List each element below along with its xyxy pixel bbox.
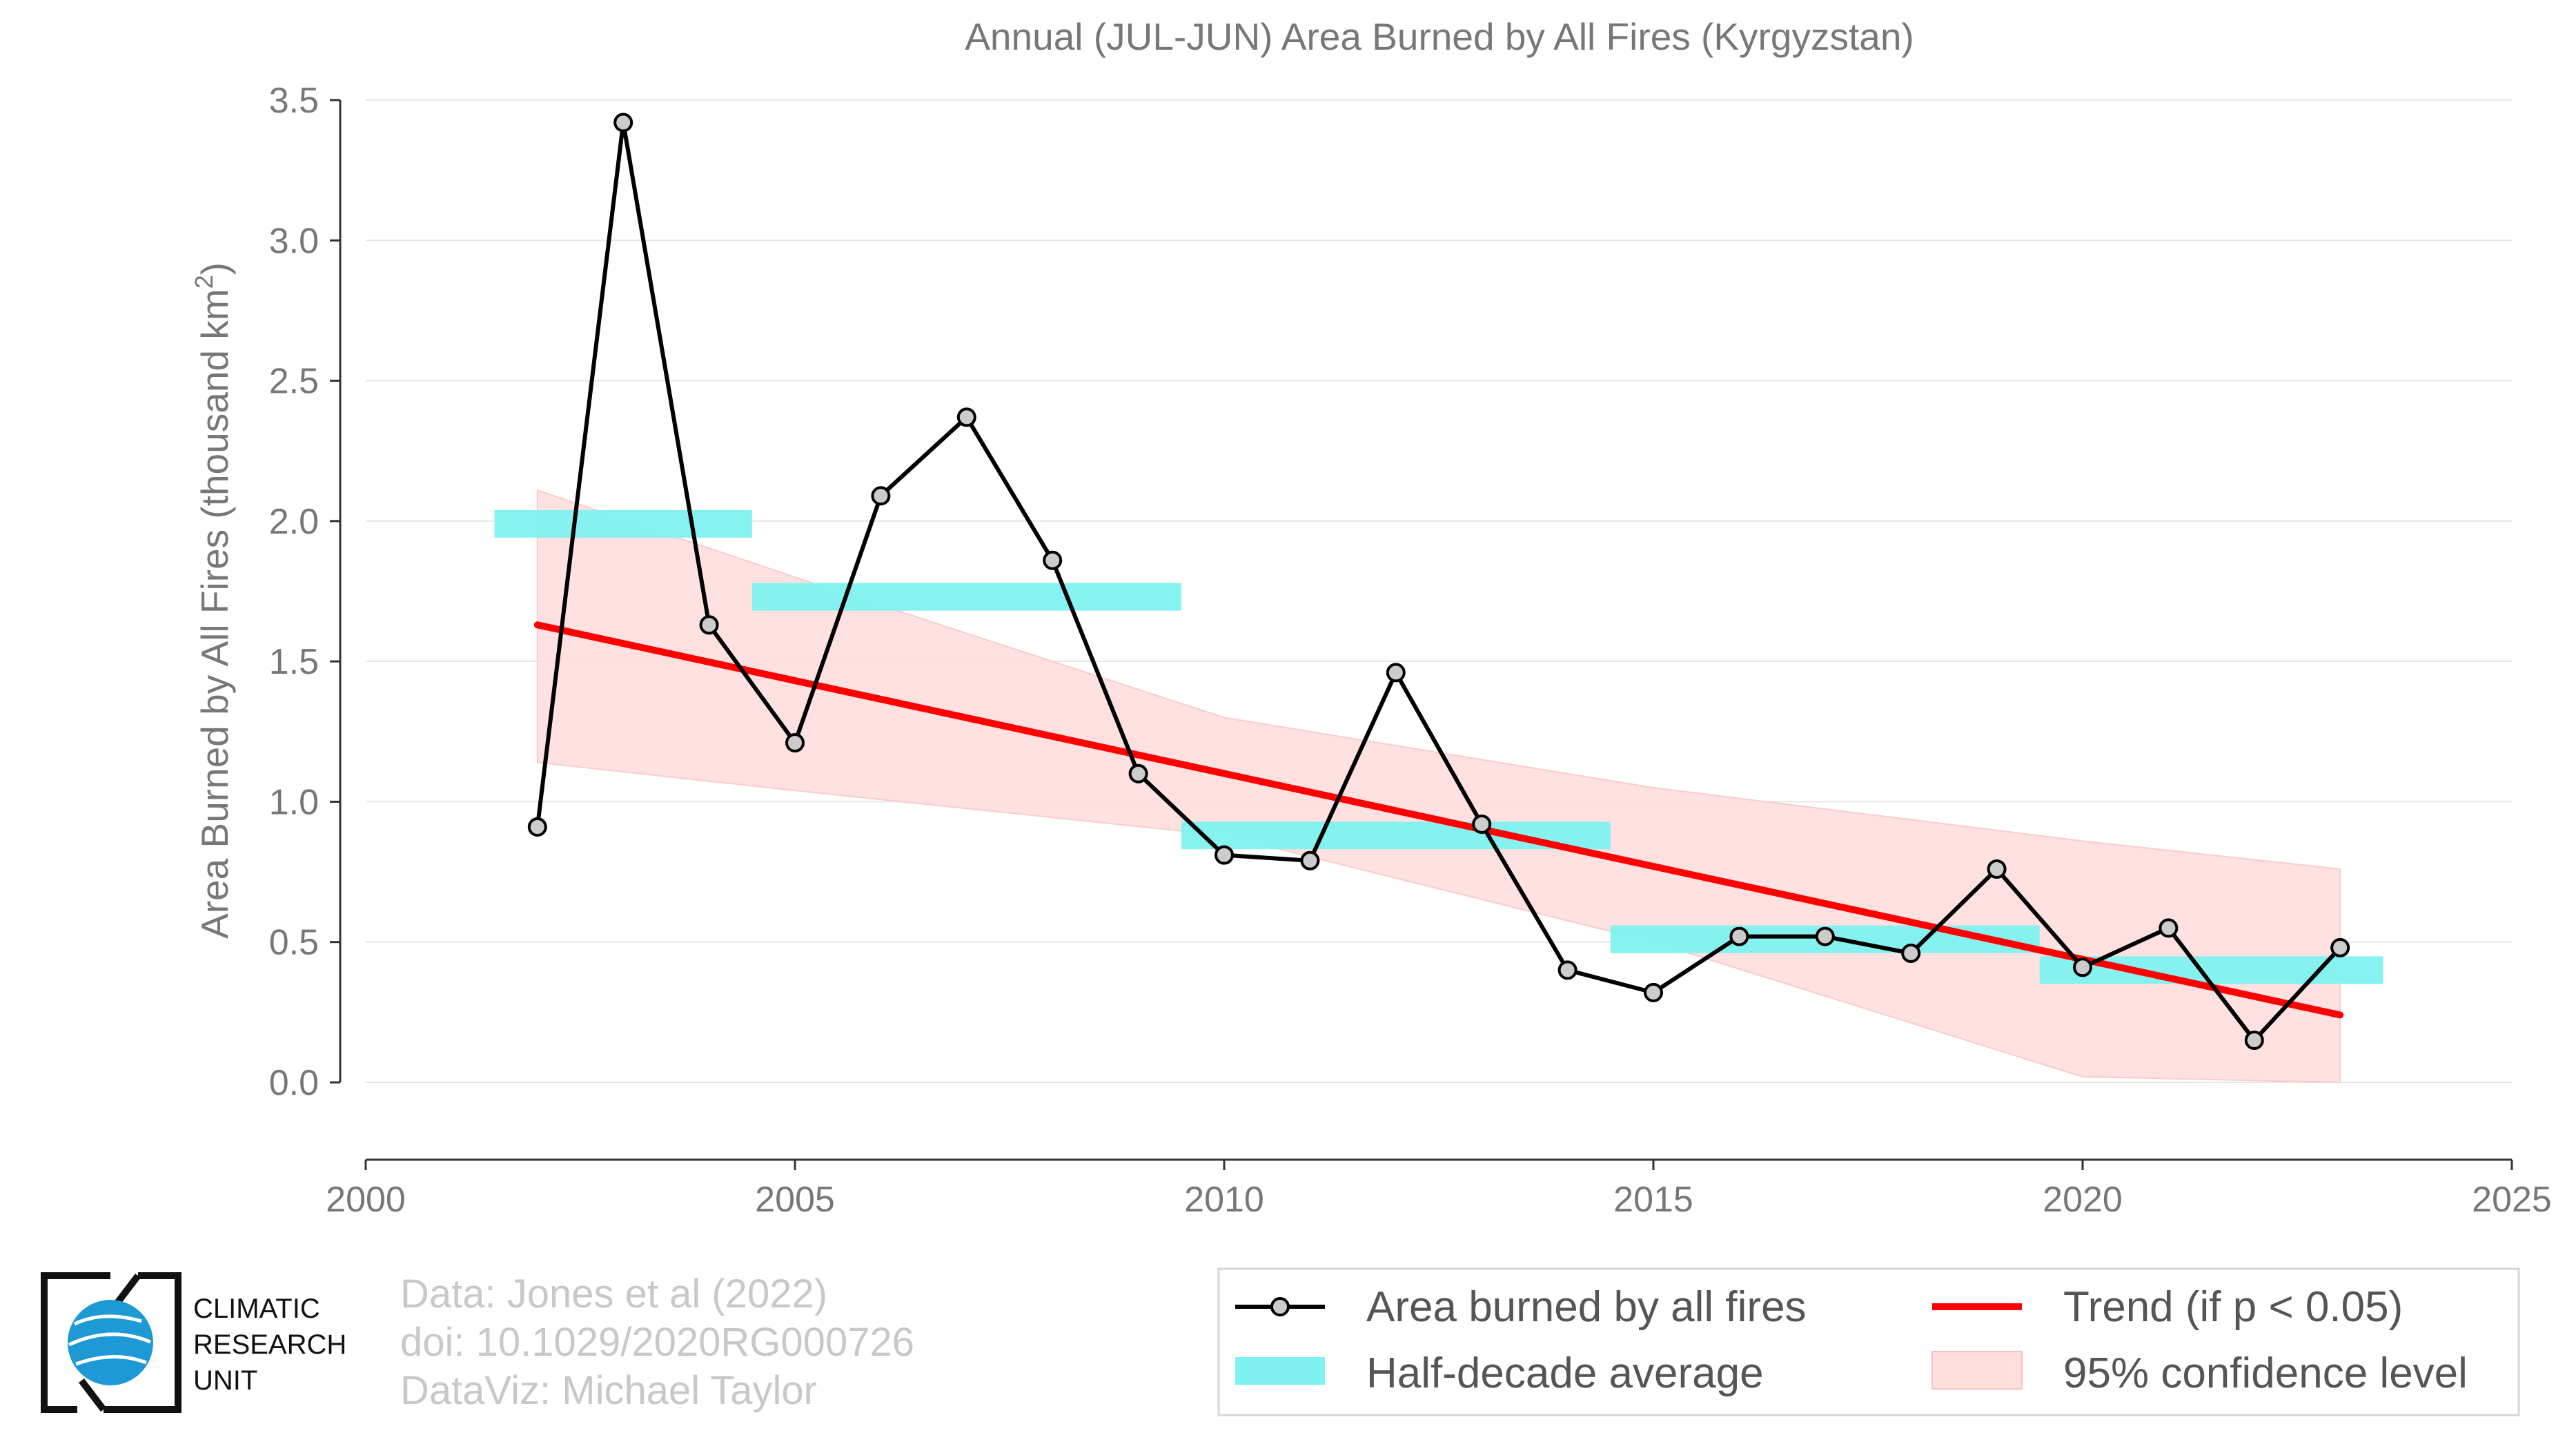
legend-label-half-decade: Half-decade average: [1366, 1350, 1764, 1397]
credit-data-source: Data: Jones et al (2022): [400, 1272, 828, 1316]
confidence-band-layer: [536, 489, 2341, 1084]
data-point: [1644, 982, 1663, 1002]
credit-doi: doi: 10.1029/2020RG000726: [400, 1320, 914, 1365]
data-point: [613, 113, 633, 133]
globe-icon: [68, 1300, 153, 1385]
legend-label-confidence: 95% confidence level: [2063, 1350, 2468, 1397]
logo-text-line2: RESEARCH: [193, 1330, 347, 1360]
data-point: [1300, 850, 1320, 870]
logo-bracket-left: [41, 1272, 110, 1413]
data-point: [2159, 918, 2179, 938]
legend: Area burned by all fires Half-decade ave…: [1217, 1267, 2520, 1416]
x-tick-label: 2010: [1184, 1180, 1264, 1220]
x-tick-label: 2025: [2472, 1180, 2552, 1220]
logo-text-line1: CLIMATIC: [193, 1294, 320, 1324]
confidence-band: [536, 489, 2341, 1084]
y-tick-label: 1.5: [269, 642, 319, 682]
data-point: [2244, 1031, 2264, 1051]
data-point: [1128, 763, 1148, 783]
legend-box: [1217, 1267, 2520, 1416]
legend-label-area-burned: Area burned by all fires: [1366, 1283, 1807, 1331]
half-decade-bar: [751, 583, 1181, 611]
y-axis-label-main: Area Burned by All Fires (thousand km: [193, 289, 236, 939]
data-point: [1815, 926, 1835, 946]
data-line-layer: [535, 120, 2342, 1043]
data-point: [1729, 926, 1749, 946]
x-ticks: 2000 2005 2010 2015 2020 2025: [326, 1160, 2552, 1220]
y-tick-label: 3.5: [269, 81, 319, 121]
legend-confidence-swatch: [1931, 1351, 2023, 1390]
half-decade-bar: [494, 509, 752, 538]
y-tick-label: 1.0: [269, 782, 319, 822]
area-burned-line: [535, 120, 2342, 1043]
legend-label-trend: Trend (if p < 0.05): [2063, 1283, 2403, 1331]
data-point: [1901, 943, 1921, 963]
globe-swirl-1: [73, 1314, 142, 1326]
y-tick-label: 3.0: [269, 221, 319, 261]
data-point: [1215, 845, 1234, 865]
legend-marker-swatch: [1270, 1297, 1290, 1316]
data-point: [785, 733, 805, 753]
logo-text-line3: UNIT: [193, 1365, 258, 1396]
credit-dataviz: DataViz: Michael Taylor: [400, 1368, 817, 1413]
x-tick-label: 2005: [755, 1180, 835, 1220]
trend-layer: [533, 621, 2344, 1019]
data-point: [871, 486, 891, 506]
y-tick-label: 2.5: [269, 362, 319, 402]
logo-slash-top: [113, 1273, 141, 1307]
data-point: [1557, 960, 1577, 980]
x-tick-label: 2000: [326, 1180, 406, 1220]
cru-logo: [41, 1272, 181, 1413]
data-point: [699, 615, 719, 635]
y-axis-label: Area Burned by All Fires (thousand km2): [190, 262, 236, 939]
legend-half-decade-swatch: [1235, 1357, 1325, 1385]
y-axis-label-close: ): [193, 262, 236, 275]
globe-swirl-3: [75, 1354, 147, 1366]
data-point: [1472, 814, 1492, 834]
cru-logo-text: CLIMATIC RESEARCH UNIT: [193, 1291, 346, 1399]
data-point: [527, 817, 547, 837]
chart-title: Annual (JUL-JUN) Area Burned by All Fire…: [965, 15, 1914, 58]
data-credits: Data: Jones et al (2022) doi: 10.1029/20…: [400, 1270, 914, 1415]
y-tick-label: 0.0: [269, 1063, 319, 1103]
x-tick-label: 2020: [2043, 1180, 2123, 1220]
y-tick-label: 2.0: [269, 502, 319, 542]
trend-line: [533, 621, 2344, 1019]
half-decade-layer: [494, 509, 2383, 984]
data-point: [1043, 550, 1063, 570]
globe-swirl-2: [68, 1332, 151, 1347]
logo-slash-bottom: [79, 1378, 106, 1412]
data-point: [2073, 957, 2092, 977]
data-point: [956, 407, 976, 427]
logo-bracket-right: [104, 1272, 181, 1413]
data-point: [1386, 663, 1406, 683]
y-axis-label-superscript: 2: [190, 275, 218, 289]
y-tick-label: 0.5: [269, 923, 319, 963]
y-ticks: 0.0 0.5 1.0 1.5 2.0 2.5 3.0 3.5: [269, 81, 340, 1103]
data-point: [1987, 859, 2007, 879]
data-point: [2330, 937, 2350, 957]
data-points-layer: [527, 113, 2350, 1051]
x-tick-label: 2015: [1613, 1180, 1693, 1220]
